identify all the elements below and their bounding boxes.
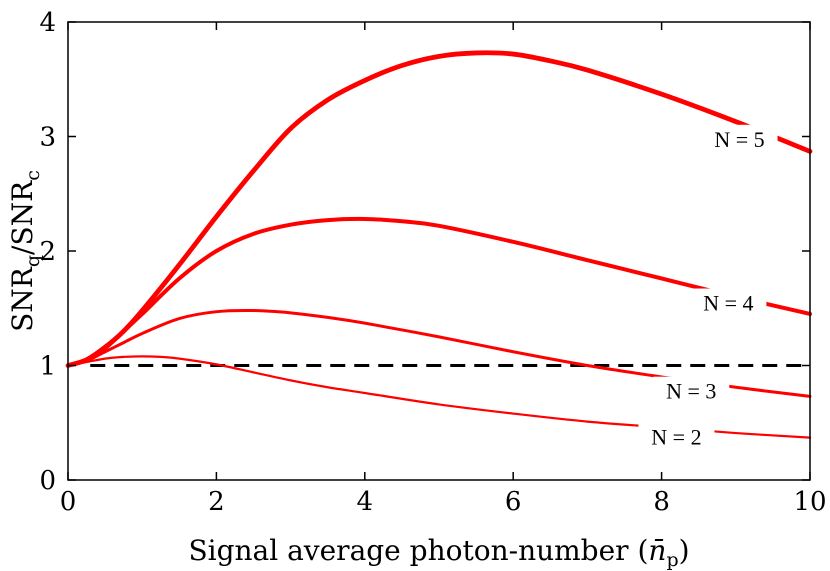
series-line-n5 xyxy=(65,50,813,368)
y-tick-label: 1 xyxy=(39,352,56,382)
series-line-n2 xyxy=(66,355,812,439)
y-tick-label: 3 xyxy=(39,123,56,153)
curve-label-bg-n3 xyxy=(653,376,730,403)
curve-label-n5: N = 5 xyxy=(714,127,764,152)
curve-label-n4: N = 4 xyxy=(703,291,753,316)
x-tick-label: 8 xyxy=(653,487,670,517)
plot-frame xyxy=(67,21,811,481)
y-tick-label: 4 xyxy=(39,8,56,38)
x-tick-label: 6 xyxy=(505,487,522,517)
y-axis-label: SNRq/SNRc xyxy=(6,170,44,332)
curve-label-bg-n5 xyxy=(701,124,778,151)
curve-label-n3: N = 3 xyxy=(666,379,716,404)
x-tick-label: 2 xyxy=(208,487,225,517)
y-tick-label: 0 xyxy=(39,466,56,496)
x-axis-label: Signal average photon-number (n̄p) xyxy=(188,534,689,571)
plot-area: N = 2 N = 3 N = 4 N = 5 xyxy=(65,50,813,449)
x-tick-label: 4 xyxy=(357,487,374,517)
axis-ticks: 0 2 4 6 8 10 0 1 2 3 4 xyxy=(39,8,826,517)
series-line-n3 xyxy=(66,308,812,398)
curve-label-bg-n4 xyxy=(690,288,767,315)
curve-label-bg-n2 xyxy=(638,422,715,449)
x-tick-label: 0 xyxy=(60,487,77,517)
x-tick-label: 10 xyxy=(793,487,826,517)
y-tick-label: 2 xyxy=(39,237,56,267)
curve-label-n2: N = 2 xyxy=(651,424,701,449)
